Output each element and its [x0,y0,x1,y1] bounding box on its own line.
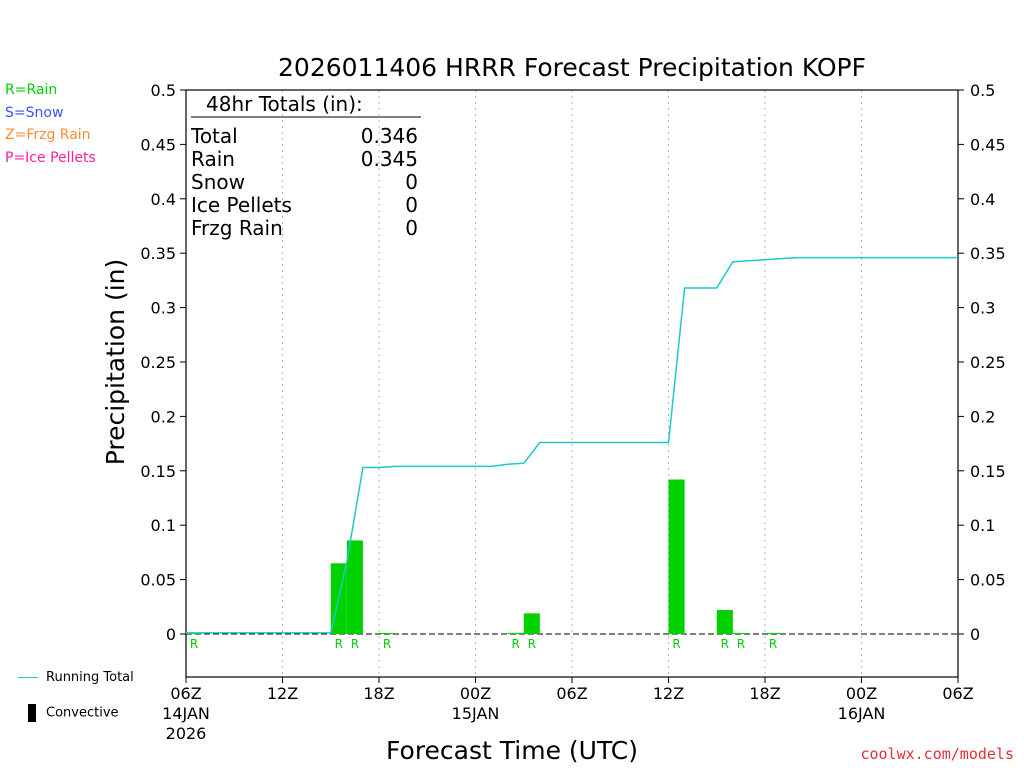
legend-running-total: Running Total [18,670,134,685]
rain-bar-8 [732,632,749,634]
x-tick-label-7: 00Z [846,684,877,703]
rain-bar-4 [507,632,524,634]
totals-value-2: 0 [405,170,418,194]
y-tick-label-left-8: 0.4 [151,190,176,209]
y-tick-label-right-8: 0.4 [970,190,995,209]
rain-bar-3 [379,632,396,634]
legend-frzg-label: Z=Frzg Rain [5,127,91,143]
x-tick-sublabel-0: 14JAN [162,704,210,723]
y-tick-label-right-2: 0.1 [970,516,995,535]
y-axis-label: Precipitation (in) [101,259,130,466]
x-tick-label-8: 06Z [942,684,973,703]
legend-snow-label: S=Snow [5,105,64,121]
totals-value-4: 0 [405,216,418,240]
x-tick-label-0: 06Z [170,684,201,703]
rain-marker-5: R [528,637,536,651]
y-tick-label-right-1: 0.05 [970,571,1006,590]
running-total-line [186,256,958,634]
rain-bar-7 [716,610,733,634]
rain-marker-6: R [672,637,680,651]
legend-frzg-rain: Z=Frzg Rain [5,127,91,143]
x-tick-sublabel-3: 15JAN [452,704,500,723]
y-tick-label-right-4: 0.2 [970,407,995,426]
totals-label-3: Ice Pellets [191,193,292,217]
x-tick-sublabel-7: 16JAN [838,704,886,723]
y-tick-label-left-2: 0.1 [151,516,176,535]
totals-label-2: Snow [191,170,245,194]
y-tick-label-left-1: 0.05 [140,571,176,590]
legend-rain: R=Rain [5,82,57,98]
y-tick-label-left-7: 0.35 [140,244,176,263]
y-tick-label-right-3: 0.15 [970,462,1006,481]
totals-value-1: 0.345 [361,147,418,171]
totals-label-0: Total [190,124,238,148]
totals-header: 48hr Totals (in): [206,92,363,116]
y-tick-label-left-4: 0.2 [151,407,176,426]
convective-swatch [28,704,36,722]
y-tick-label-right-0: 0 [970,625,980,644]
y-tick-label-right-7: 0.35 [970,244,1006,263]
legend-ice-pellets: P=Ice Pellets [5,150,96,166]
x-axis-label: Forecast Time (UTC) [386,736,638,765]
totals-label-4: Frzg Rain [191,216,283,240]
convective-label: Convective [46,705,119,721]
x-tick-sublabel2-0: 2026 [166,724,207,743]
y-tick-label-right-5: 0.25 [970,353,1006,372]
y-tick-label-left-0: 0 [166,625,176,644]
totals-label-1: Rain [191,147,235,171]
y-tick-label-right-10: 0.5 [970,81,995,100]
totals-value-3: 0 [405,193,418,217]
x-tick-label-5: 12Z [653,684,684,703]
x-tick-label-4: 06Z [556,684,587,703]
y-tick-label-left-3: 0.15 [140,462,176,481]
chart-title: 2026011406 HRRR Forecast Precipitation K… [278,53,866,82]
x-tick-label-3: 00Z [460,684,491,703]
y-tick-label-right-6: 0.3 [970,299,995,318]
y-tick-label-left-10: 0.5 [151,81,176,100]
y-tick-label-right-9: 0.45 [970,135,1006,154]
rain-marker-9: R [769,637,777,651]
rain-bar-6 [668,479,685,634]
rain-marker-7: R [721,637,729,651]
legend-rain-label: R=Rain [5,82,58,98]
running-total-swatch [18,677,38,678]
totals-value-0: 0.346 [361,124,418,148]
legend-ice-label: P=Ice Pellets [5,150,96,166]
rain-bar-9 [765,632,782,634]
rain-bar-2 [346,540,363,634]
x-tick-label-1: 12Z [267,684,298,703]
rain-marker-0: R [190,637,198,651]
rain-marker-8: R [737,637,745,651]
rain-marker-4: R [512,637,520,651]
rain-marker-1: R [335,637,343,651]
y-tick-label-left-9: 0.45 [140,135,176,154]
credit-text: coolwx.com/models [860,745,1014,763]
rain-marker-2: R [351,637,359,651]
rain-bar-5 [523,613,540,634]
x-tick-label-6: 18Z [749,684,780,703]
x-tick-label-2: 18Z [363,684,394,703]
running-total-label: Running Total [46,670,134,685]
rain-marker-3: R [383,637,391,651]
y-tick-label-left-5: 0.25 [140,353,176,372]
legend-convective: Convective [18,704,119,722]
y-tick-label-left-6: 0.3 [151,299,176,318]
legend-snow: S=Snow [5,105,63,121]
